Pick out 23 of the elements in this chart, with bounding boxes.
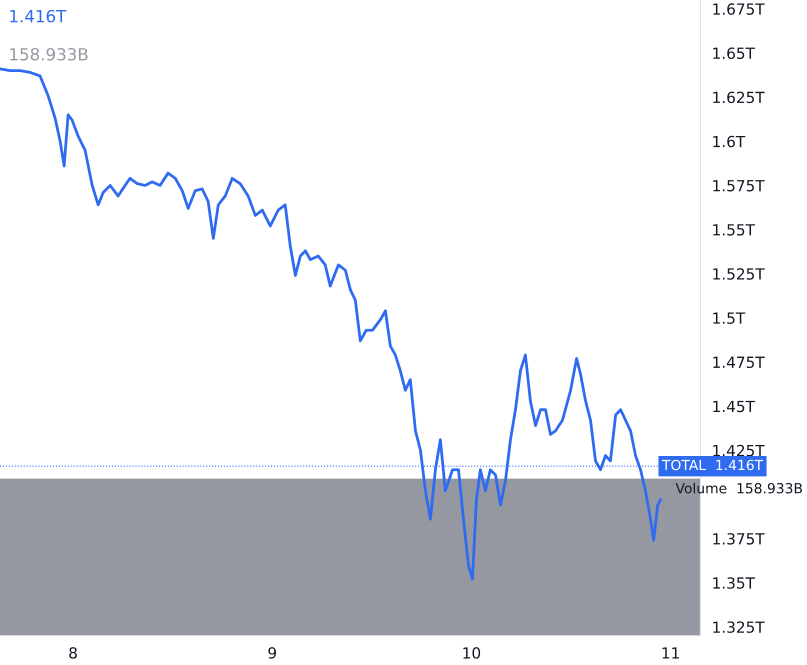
y-tick-label: 1.575T	[713, 180, 765, 192]
x-tick-label: 8	[69, 647, 77, 659]
band-label: Volume 158.933B	[676, 482, 802, 494]
y-tick-label: 1.325T	[713, 621, 765, 633]
y-tick-label: 1.525T	[713, 268, 765, 280]
x-tick-label: 10	[463, 647, 480, 659]
y-tick-label: 1.5T	[713, 312, 746, 324]
y-tick-label: 1.45T	[713, 400, 755, 412]
y-tick-label: 1.65T	[713, 47, 755, 59]
annotation: 1.416T	[10, 10, 66, 22]
annotation: 158.933B	[10, 48, 88, 61]
y-tick-label: 1.675T	[713, 3, 765, 15]
y-tick-label: 1.625T	[713, 92, 765, 104]
y-tick-label: 1.425T	[713, 444, 765, 456]
y-tick-label: 1.375T	[713, 533, 765, 545]
y-tick-label: 1.475T	[713, 356, 765, 368]
y-tick-label: 1.55T	[713, 224, 755, 236]
line-series	[0, 67, 662, 581]
y-tick-label: 1.35T	[713, 577, 755, 589]
y-tick-label: 1.6T	[713, 136, 746, 148]
x-tick-label: 9	[268, 647, 276, 659]
ref-line-label: TOTAL 1.416T	[662, 460, 764, 470]
x-tick-label: 11	[662, 647, 679, 658]
